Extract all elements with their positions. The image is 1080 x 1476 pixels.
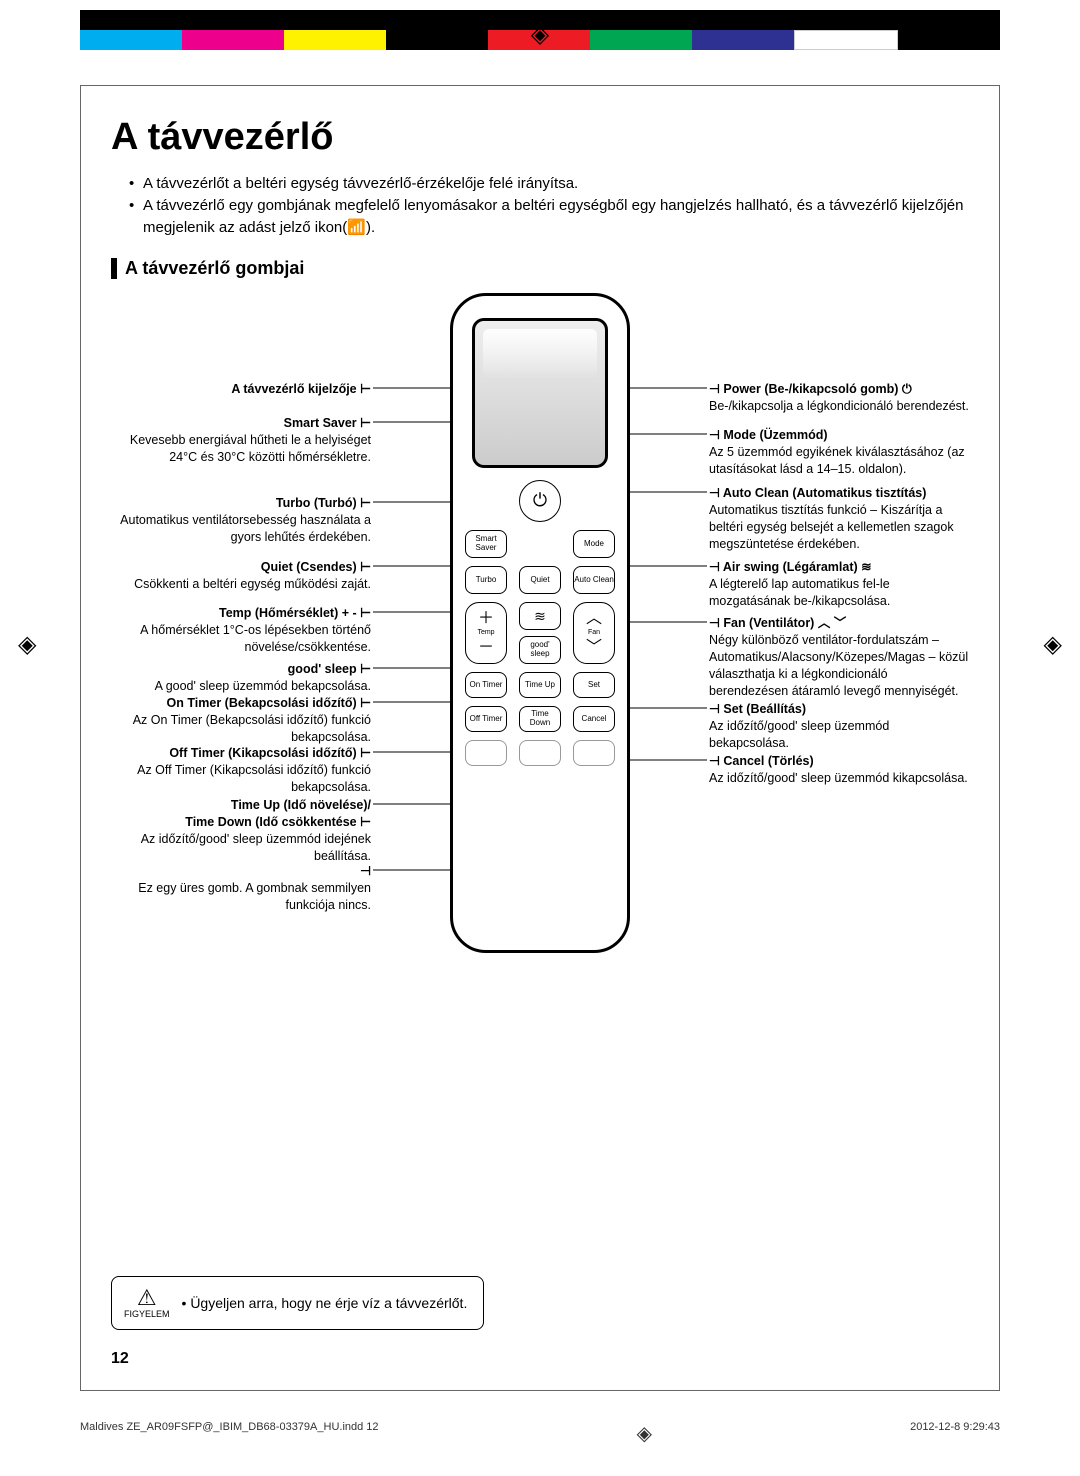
page-number: 12	[111, 1350, 129, 1368]
smart-saver-button[interactable]: Smart Saver	[465, 530, 507, 558]
quiet-button[interactable]: Quiet	[519, 566, 561, 594]
registration-mark-left: ◈	[18, 630, 36, 659]
temp-buttons[interactable]: ＋ Temp －	[465, 602, 507, 664]
temp-plus-icon: ＋	[478, 610, 494, 628]
cancel-button[interactable]: Cancel	[573, 706, 615, 732]
turbo-button[interactable]: Turbo	[465, 566, 507, 594]
registration-mark-top: ◈	[531, 20, 549, 49]
temp-label: Temp	[477, 629, 494, 637]
blank-button	[573, 740, 615, 766]
section-heading: A távvezérlő gombjai	[111, 258, 969, 279]
page-title: A távvezérlő	[111, 116, 969, 159]
fan-down-icon: ﹀	[586, 639, 602, 657]
set-button[interactable]: Set	[573, 672, 615, 698]
warning-icon: ⚠ FIGYELEM	[124, 1287, 170, 1319]
off-timer-button[interactable]: Off Timer	[465, 706, 507, 732]
blank-button	[519, 740, 561, 766]
power-button[interactable]: ⏻	[519, 480, 561, 522]
page-frame: A távvezérlő A távvezérlőt a beltéri egy…	[80, 85, 1000, 1391]
footer-date: 2012-12-8 9:29:43	[910, 1421, 1000, 1446]
remote-screen	[472, 318, 608, 468]
air-swing-button[interactable]: ≋	[519, 602, 561, 630]
intro-list: A távvezérlőt a beltéri egység távvezérl…	[111, 173, 969, 238]
warning-label: FIGYELEM	[124, 1309, 170, 1319]
warning-text: Ügyeljen arra, hogy ne érje víz a távvez…	[190, 1295, 467, 1311]
fan-up-icon: ︿	[586, 610, 602, 628]
remote-diagram: ⏻ Smart Saver Mode Turbo Quiet Auto Clea…	[111, 293, 969, 1013]
fan-label: Fan	[588, 629, 600, 637]
footer-file: Maldives ZE_AR09FSFP@_IBIM_DB68-03379A_H…	[80, 1421, 379, 1446]
footer-meta: Maldives ZE_AR09FSFP@_IBIM_DB68-03379A_H…	[80, 1421, 1000, 1446]
mode-button[interactable]: Mode	[573, 530, 615, 558]
fan-buttons[interactable]: ︿ Fan ﹀	[573, 602, 615, 664]
on-timer-button[interactable]: On Timer	[465, 672, 507, 698]
auto-clean-button[interactable]: Auto Clean	[573, 566, 615, 594]
registration-mark-right: ◈	[1044, 630, 1062, 659]
registration-mark-bottom: ◈	[637, 1421, 652, 1446]
intro-item: A távvezérlőt a beltéri egység távvezérl…	[129, 173, 969, 195]
warning-box: ⚠ FIGYELEM • Ügyeljen arra, hogy ne érje…	[111, 1276, 484, 1330]
good-sleep-button[interactable]: good' sleep	[519, 636, 561, 664]
time-up-button[interactable]: Time Up	[519, 672, 561, 698]
temp-minus-icon: －	[478, 639, 494, 657]
remote-body: ⏻ Smart Saver Mode Turbo Quiet Auto Clea…	[450, 293, 630, 953]
time-down-button[interactable]: Time Down	[519, 706, 561, 732]
intro-item: A távvezérlő egy gombjának megfelelő len…	[129, 195, 969, 239]
blank-button	[465, 740, 507, 766]
